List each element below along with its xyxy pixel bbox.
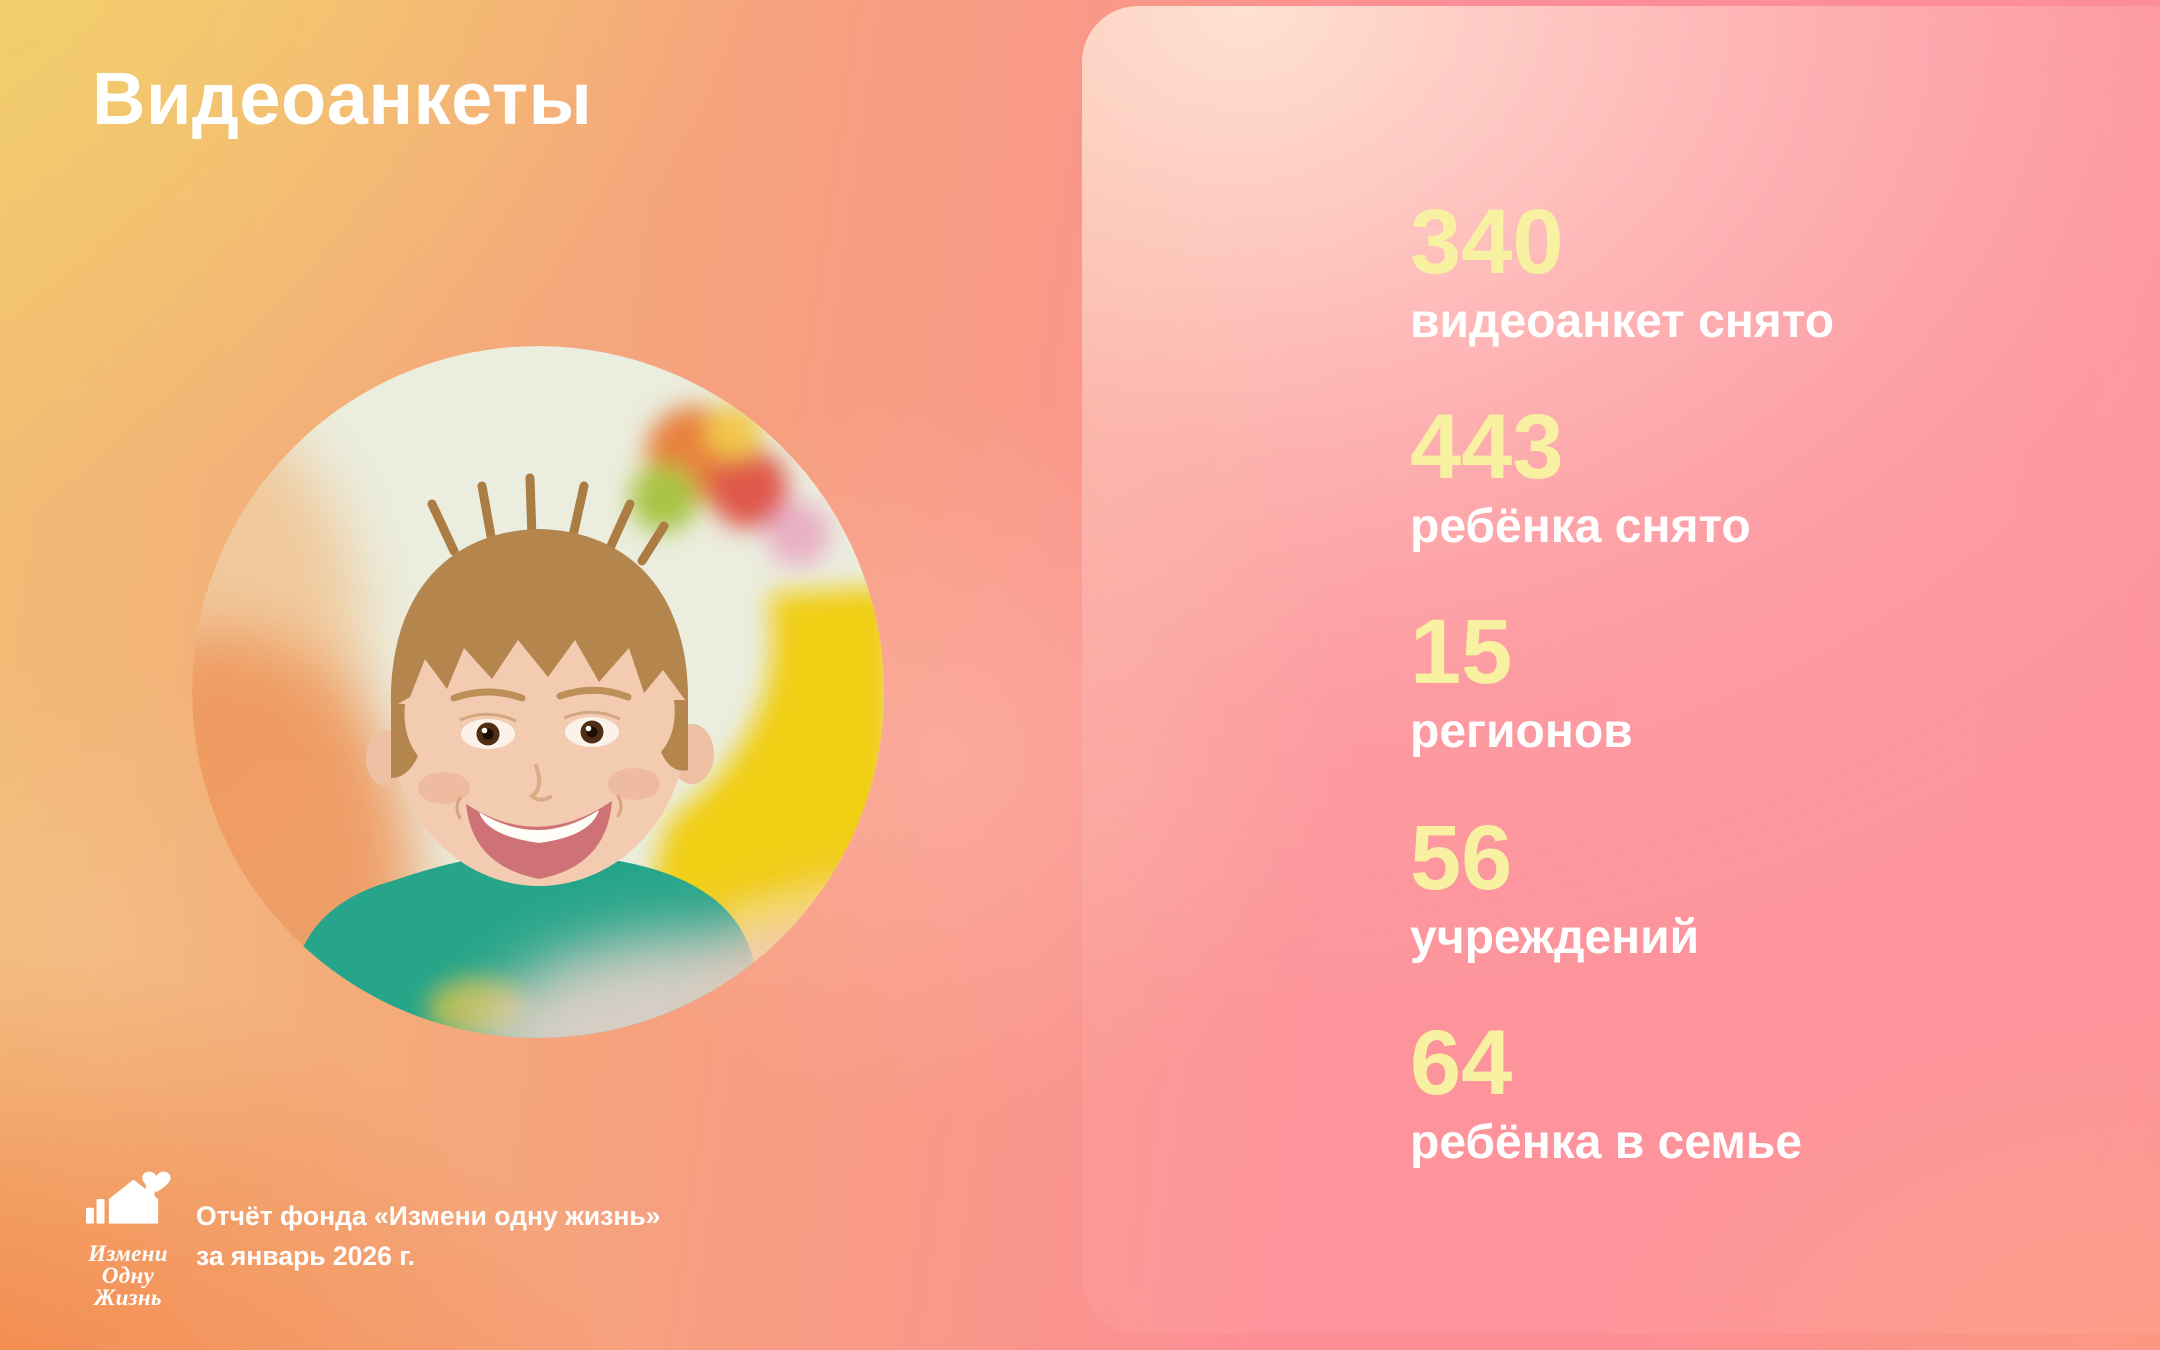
caption-line-2: за январь 2026 г. (196, 1241, 415, 1271)
stat-value: 443 (1410, 396, 1564, 499)
caption-line-1: Отчёт фонда «Измени одну жизнь» (196, 1201, 661, 1231)
stat-children-in-family: 64 ребёнка в семье (1410, 1017, 1834, 1170)
logo-line: Жизнь (94, 1285, 162, 1310)
stats-panel: 340 видеоанкет снято 443 ребёнка снято 1… (1082, 6, 2160, 1334)
stat-label: ребёнка снято (1410, 500, 1751, 554)
stats-list: 340 видеоанкет снято 443 ребёнка снято 1… (1410, 196, 1834, 1222)
page-title: Видеоанкеты (92, 57, 593, 140)
stat-label: регионов (1410, 705, 1633, 759)
stat-children-filmed: 443 ребёнка снято (1410, 401, 1834, 554)
stat-label: ребёнка в семье (1410, 1115, 1803, 1169)
stat-value: 56 (1410, 806, 1513, 909)
stat-institutions: 56 учреждений (1410, 812, 1834, 965)
stat-label: видеоанкет снято (1410, 295, 1835, 348)
stat-label: учреждений (1410, 910, 1700, 964)
logo-wordmark: Измени Одну Жизнь (58, 1241, 198, 1310)
stat-value: 340 (1410, 191, 1564, 293)
report-caption: Отчёт фонда «Измени одну жизнь» за январ… (196, 1196, 660, 1276)
logo-line: Измени (88, 1241, 168, 1266)
stat-value: 15 (1410, 601, 1513, 704)
logo-line: Одну (101, 1263, 155, 1288)
stat-regions: 15 регионов (1410, 606, 1834, 759)
stat-value: 64 (1410, 1011, 1513, 1114)
logo-house-heart-icon (86, 1171, 171, 1224)
child-photo-illustration (192, 346, 884, 1038)
stat-videos: 340 видеоанкет снято (1410, 196, 1834, 349)
child-photo (192, 346, 884, 1038)
